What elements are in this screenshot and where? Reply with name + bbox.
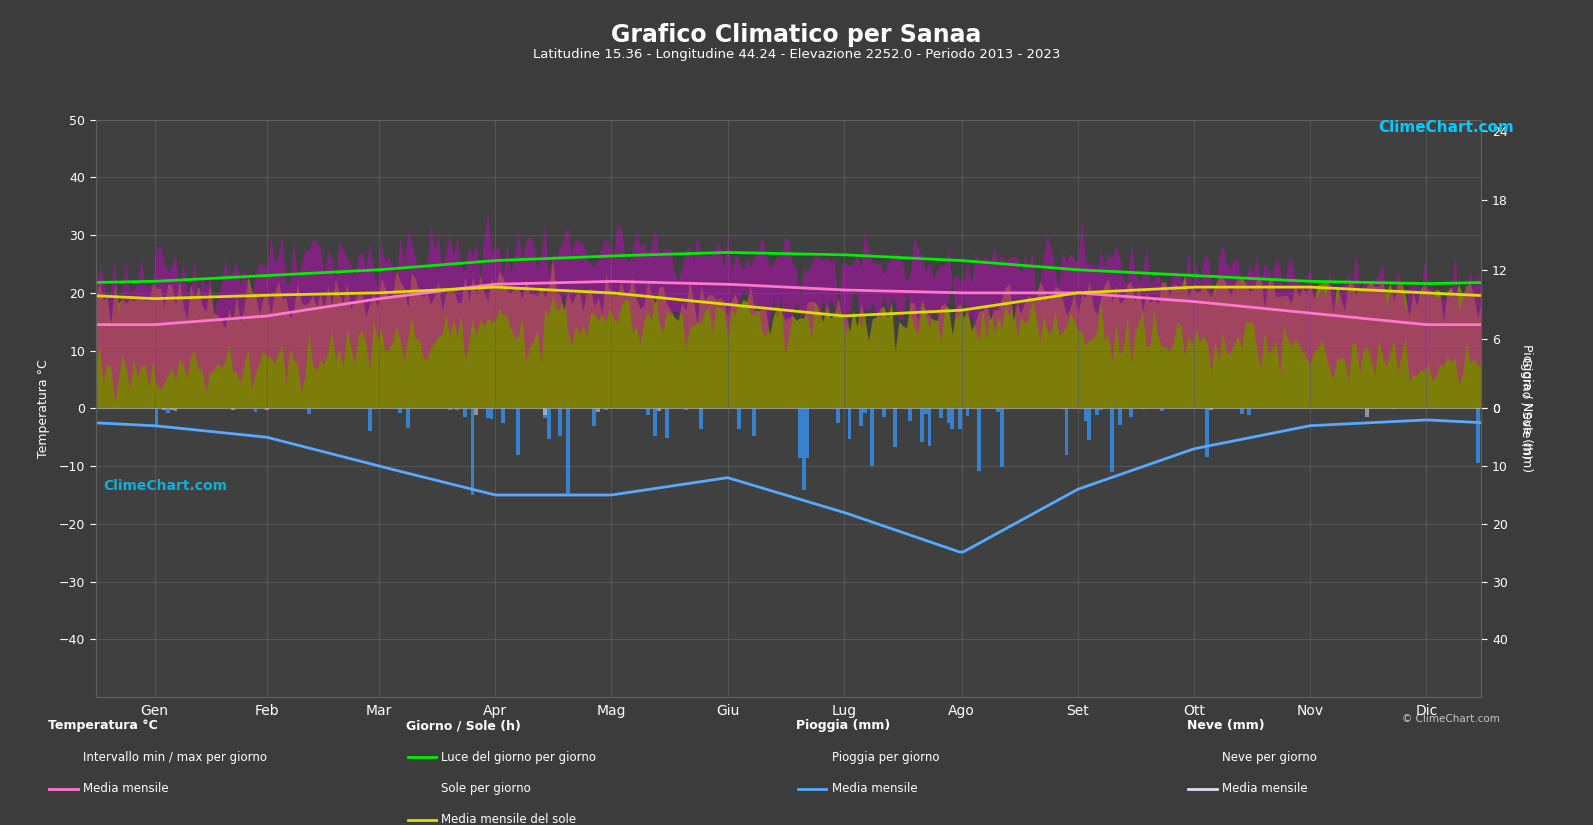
Bar: [1392, 408, 1395, 409]
Y-axis label: Temperatura °C: Temperatura °C: [38, 359, 51, 458]
Bar: [1088, 408, 1091, 440]
Bar: [1365, 408, 1368, 417]
Bar: [645, 408, 650, 415]
Bar: [946, 408, 951, 422]
Bar: [927, 408, 932, 446]
Bar: [470, 408, 475, 495]
Bar: [475, 408, 478, 415]
Bar: [738, 408, 741, 429]
Y-axis label: Pioggia / Neve (mm): Pioggia / Neve (mm): [1520, 344, 1532, 473]
Bar: [162, 408, 166, 410]
Text: Grafico Climatico per Sanaa: Grafico Climatico per Sanaa: [612, 23, 981, 47]
Bar: [489, 408, 494, 419]
Text: Giorno / Sole (h): Giorno / Sole (h): [406, 719, 521, 733]
Bar: [558, 408, 562, 436]
Bar: [543, 408, 546, 415]
Bar: [924, 408, 927, 414]
Bar: [1099, 408, 1102, 410]
Bar: [870, 408, 875, 465]
Bar: [543, 408, 546, 418]
Bar: [653, 408, 658, 436]
Bar: [174, 408, 177, 411]
Bar: [938, 408, 943, 417]
Text: Luce del giorno per giorno: Luce del giorno per giorno: [441, 751, 596, 764]
Text: Neve (mm): Neve (mm): [1187, 719, 1265, 733]
Text: Media mensile: Media mensile: [83, 782, 169, 795]
Bar: [1475, 408, 1480, 464]
Bar: [1206, 408, 1209, 457]
Bar: [253, 408, 258, 412]
Bar: [1209, 408, 1212, 410]
Bar: [231, 408, 234, 410]
Text: Temperatura °C: Temperatura °C: [48, 719, 158, 733]
Bar: [456, 408, 459, 410]
Bar: [859, 408, 863, 427]
Bar: [798, 408, 801, 458]
Bar: [264, 408, 269, 410]
Bar: [1083, 408, 1088, 421]
Text: ClimeChart.com: ClimeChart.com: [1378, 120, 1513, 134]
Bar: [996, 408, 1000, 412]
Bar: [863, 408, 867, 412]
Bar: [1118, 408, 1121, 426]
Bar: [1110, 408, 1114, 472]
Bar: [658, 408, 661, 411]
Bar: [1064, 408, 1069, 455]
Bar: [919, 408, 924, 442]
Text: Media mensile: Media mensile: [1222, 782, 1308, 795]
Bar: [699, 408, 703, 429]
Bar: [1094, 408, 1099, 416]
Text: Latitudine 15.36 - Longitudine 44.24 - Elevazione 2252.0 - Periodo 2013 - 2023: Latitudine 15.36 - Longitudine 44.24 - E…: [532, 48, 1061, 61]
Bar: [801, 408, 806, 490]
Bar: [406, 408, 409, 428]
Bar: [965, 408, 970, 417]
Bar: [977, 408, 981, 471]
Bar: [806, 408, 809, 458]
Bar: [596, 408, 601, 412]
Bar: [883, 408, 886, 417]
Bar: [398, 408, 401, 413]
Bar: [566, 408, 570, 495]
Bar: [502, 408, 505, 423]
Bar: [752, 408, 757, 436]
Bar: [546, 408, 551, 439]
Bar: [957, 408, 962, 429]
Bar: [464, 408, 467, 417]
Bar: [516, 408, 519, 455]
Bar: [307, 408, 311, 414]
Bar: [908, 408, 913, 421]
Bar: [448, 408, 451, 410]
Text: Sole per giorno: Sole per giorno: [441, 782, 530, 795]
Bar: [1475, 408, 1480, 409]
Bar: [593, 408, 596, 427]
Bar: [1000, 408, 1004, 467]
Bar: [368, 408, 371, 431]
Text: Media mensile: Media mensile: [832, 782, 918, 795]
Bar: [486, 408, 489, 418]
Bar: [1129, 408, 1133, 417]
Bar: [1239, 408, 1244, 414]
Bar: [664, 408, 669, 438]
Bar: [894, 408, 897, 446]
Y-axis label: Giorno / Sole (h): Giorno / Sole (h): [1520, 357, 1532, 460]
Bar: [836, 408, 840, 423]
Bar: [1160, 408, 1163, 411]
Text: Pioggia (mm): Pioggia (mm): [796, 719, 890, 733]
Bar: [151, 408, 155, 409]
Text: © ClimeChart.com: © ClimeChart.com: [1402, 714, 1499, 724]
Bar: [1247, 408, 1251, 415]
Bar: [683, 408, 688, 410]
Bar: [166, 408, 170, 412]
Bar: [170, 408, 174, 410]
Bar: [604, 408, 607, 410]
Text: Media mensile del sole: Media mensile del sole: [441, 813, 577, 825]
Bar: [951, 408, 954, 429]
Text: ClimeChart.com: ClimeChart.com: [104, 478, 228, 493]
Text: Neve per giorno: Neve per giorno: [1222, 751, 1317, 764]
Bar: [847, 408, 851, 439]
Text: Pioggia per giorno: Pioggia per giorno: [832, 751, 938, 764]
Text: Intervallo min / max per giorno: Intervallo min / max per giorno: [83, 751, 268, 764]
Bar: [155, 408, 158, 426]
